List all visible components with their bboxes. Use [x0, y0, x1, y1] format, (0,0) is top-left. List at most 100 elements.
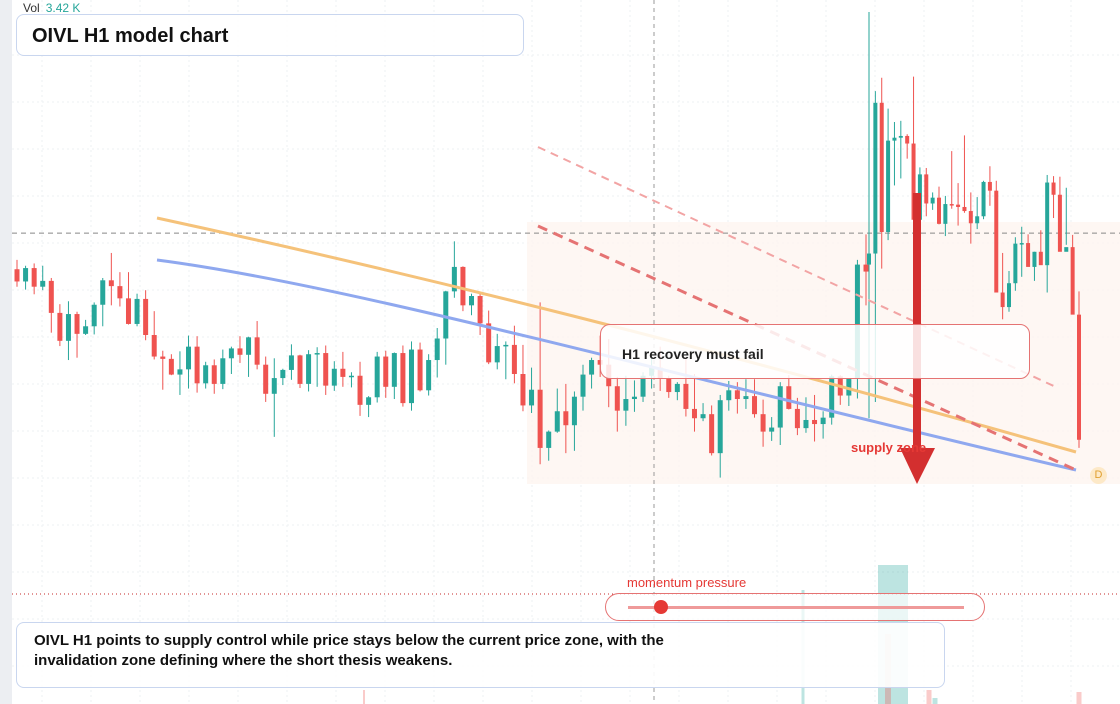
candle-body	[949, 204, 954, 206]
candle-body	[211, 365, 217, 384]
candle-body	[503, 344, 509, 347]
left-toolbar-strip	[0, 0, 12, 704]
candle-body	[911, 143, 916, 220]
candle-body	[117, 286, 123, 299]
candle-body	[271, 378, 277, 394]
candle-body	[623, 399, 629, 411]
volume-readout: Vol 3.42 K	[23, 1, 80, 15]
candle-body	[962, 206, 967, 212]
candle-body	[691, 408, 697, 419]
candle-body	[331, 368, 337, 386]
candle-body	[529, 389, 535, 406]
candle-body	[520, 374, 526, 406]
candle-body	[537, 389, 543, 448]
candle-body	[220, 358, 226, 384]
volume-bar	[932, 698, 938, 704]
candle-body	[31, 268, 37, 287]
candle-body	[434, 338, 440, 361]
d-marker-badge[interactable]: D	[1090, 467, 1107, 484]
candle-body	[1045, 182, 1050, 266]
candle-body	[1077, 314, 1081, 440]
candle-body	[1057, 194, 1062, 252]
candle-body	[743, 396, 749, 400]
candle-body	[752, 396, 758, 415]
chart-title-panel: OIVL H1 model chart	[16, 14, 524, 56]
candle-body	[177, 369, 183, 375]
candle-body	[469, 296, 475, 306]
candle-body	[288, 355, 294, 370]
candle-body	[366, 397, 372, 405]
candle-body	[168, 358, 174, 375]
candle-body	[760, 414, 766, 432]
candle-body	[254, 337, 260, 365]
candle-body	[125, 298, 131, 324]
momentum-slider[interactable]	[605, 593, 985, 621]
candle-body	[40, 280, 46, 287]
candle-body	[879, 102, 884, 232]
candle-body	[151, 335, 157, 357]
candle-body	[194, 346, 200, 384]
momentum-knob[interactable]	[653, 600, 668, 614]
candle-body	[709, 414, 715, 454]
candle-body	[905, 135, 910, 144]
arrow-shaft	[913, 193, 921, 450]
candle-body	[846, 378, 852, 396]
candle-body	[666, 378, 672, 393]
supply-zone-label: supply zone	[851, 440, 927, 455]
candle-body	[873, 102, 878, 254]
candle-body	[400, 353, 406, 404]
candle-body	[803, 419, 809, 429]
candle-body	[186, 346, 192, 370]
candle-body	[14, 269, 20, 282]
volume-bar	[926, 690, 932, 704]
candle-body	[1000, 292, 1005, 308]
momentum-track	[628, 606, 964, 609]
candle-body	[357, 375, 363, 405]
candle-body	[794, 408, 800, 429]
candle-body	[631, 396, 637, 400]
candle-body	[640, 375, 646, 397]
candle-body	[943, 204, 948, 224]
candle-body	[100, 280, 106, 305]
moving-average-slow	[156, 258, 1077, 472]
candle-body	[391, 353, 397, 387]
candle-body	[571, 396, 577, 426]
candle-body	[263, 364, 269, 394]
candle-body	[994, 190, 999, 293]
candle-body	[1038, 251, 1043, 266]
candle-body	[717, 400, 723, 454]
candle-body	[477, 296, 483, 324]
candle-body	[892, 137, 897, 141]
candle-body	[23, 268, 29, 282]
candle-body	[777, 386, 783, 428]
recovery-callout: H1 recovery must fail	[600, 324, 1030, 379]
candle-body	[460, 266, 466, 306]
candle-body	[426, 360, 432, 391]
candle-body	[987, 181, 992, 191]
candle-body	[898, 135, 903, 138]
candle-body	[340, 368, 346, 377]
candle-body	[451, 266, 457, 292]
candle-body	[374, 356, 380, 398]
candle-body	[306, 354, 312, 384]
candle-body	[1013, 243, 1018, 284]
candle-body	[383, 356, 389, 387]
volume-value: 3.42 K	[45, 1, 81, 15]
candle-body	[674, 383, 680, 393]
candle-body	[160, 356, 166, 359]
candle-body	[589, 360, 595, 375]
candle-body	[981, 181, 986, 217]
candle-body	[348, 375, 354, 378]
candle-body	[975, 216, 980, 224]
candle-body	[820, 417, 826, 425]
candle-body	[546, 431, 552, 448]
candle-body	[700, 414, 706, 419]
candle-body	[228, 348, 234, 359]
candle-body	[134, 298, 140, 324]
candle-body	[323, 353, 329, 386]
candle-body	[614, 386, 620, 411]
candle-body	[867, 253, 871, 265]
candle-body	[1064, 247, 1069, 252]
bearish-arrow	[900, 193, 935, 484]
candle-body	[83, 326, 89, 334]
